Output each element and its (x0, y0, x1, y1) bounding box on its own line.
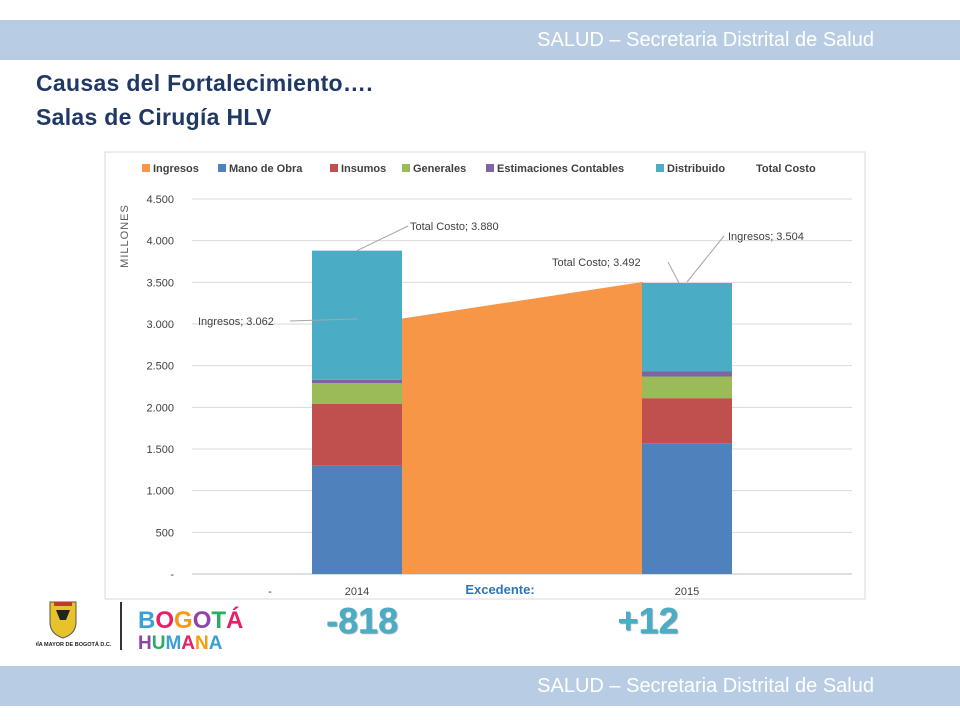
brand-bogota: BOGOTÁ (138, 606, 243, 634)
logos: ALCALDÍA MAYOR DE BOGOTÁ D.C. BOGOTÁ HUM… (36, 601, 243, 654)
bar-segment (642, 283, 732, 372)
data-label: Total Costo; 3.880 (410, 221, 499, 233)
bar-segment (642, 443, 732, 574)
ingresos-area (400, 282, 643, 574)
bogota-seal-icon (49, 601, 77, 639)
excedente-value-2014: -818 (325, 600, 399, 641)
legend-swatch (402, 164, 410, 172)
legend-swatch (486, 164, 494, 172)
brand-humana: HUMANA (138, 633, 223, 654)
excedente-label: Excedente: (465, 582, 535, 597)
y-tick-label: 3.000 (146, 319, 174, 331)
seal-text: ALCALDÍA MAYOR DE BOGOTÁ D.C. (36, 640, 112, 648)
legend-swatch (142, 164, 150, 172)
y-tick-label: 1.500 (146, 444, 174, 456)
bottom-banner: SALUD – Secretaria Distrital de Salud (0, 666, 960, 706)
legend-swatch (218, 164, 226, 172)
data-label-leader (289, 318, 358, 322)
y-axis-label: MILLONES (119, 204, 131, 268)
y-tick-label: 1.000 (146, 486, 174, 498)
legend-entry: Distribuido (667, 163, 725, 175)
bar-segment (642, 398, 732, 444)
y-tick-label: 2.000 (146, 402, 174, 414)
data-label-leader (667, 261, 680, 284)
bar-segment (312, 379, 402, 384)
bar-segment (312, 404, 402, 466)
legend-entry: Mano de Obra (229, 163, 303, 175)
y-tick-label: 2.500 (146, 361, 174, 373)
data-label: Ingresos; 3.062 (198, 316, 274, 328)
legend-entry: Total Costo (756, 163, 816, 175)
y-tick-label: 3.500 (146, 277, 174, 289)
x-tick-label: 2014 (345, 586, 369, 598)
legend-entry: Estimaciones Contables (497, 163, 624, 175)
data-label: Ingresos; 3.504 (728, 231, 804, 243)
top-banner: SALUD – Secretaria Distrital de Salud (0, 20, 960, 60)
page-subtitle: Salas de Cirugía HLV (36, 104, 272, 130)
legend-swatch (656, 164, 664, 172)
page-title: Causas del Fortalecimiento…. (36, 70, 373, 96)
bar-segment (312, 383, 402, 404)
data-label-leader (686, 235, 725, 283)
bar-segment (642, 376, 732, 399)
y-tick-label: - (170, 569, 174, 581)
chart-frame (104, 151, 866, 600)
x-tick-label: - (268, 586, 272, 598)
bar-segment (642, 371, 732, 377)
bar-segment (312, 465, 402, 574)
y-tick-label: 4.000 (146, 236, 174, 248)
legend-entry: Insumos (341, 163, 386, 175)
data-label: Total Costo; 3.492 (552, 257, 641, 269)
legend-swatch (330, 164, 338, 172)
y-tick-label: 500 (156, 527, 174, 539)
excedente-value-2015: +12 (617, 600, 679, 641)
legend-entry: Ingresos (153, 163, 199, 175)
data-label-leader (356, 225, 409, 252)
y-tick-label: 4.500 (146, 194, 174, 206)
bar-segment (312, 250, 402, 380)
x-tick-label: 2015 (675, 586, 699, 598)
legend-entry: Generales (413, 163, 466, 175)
